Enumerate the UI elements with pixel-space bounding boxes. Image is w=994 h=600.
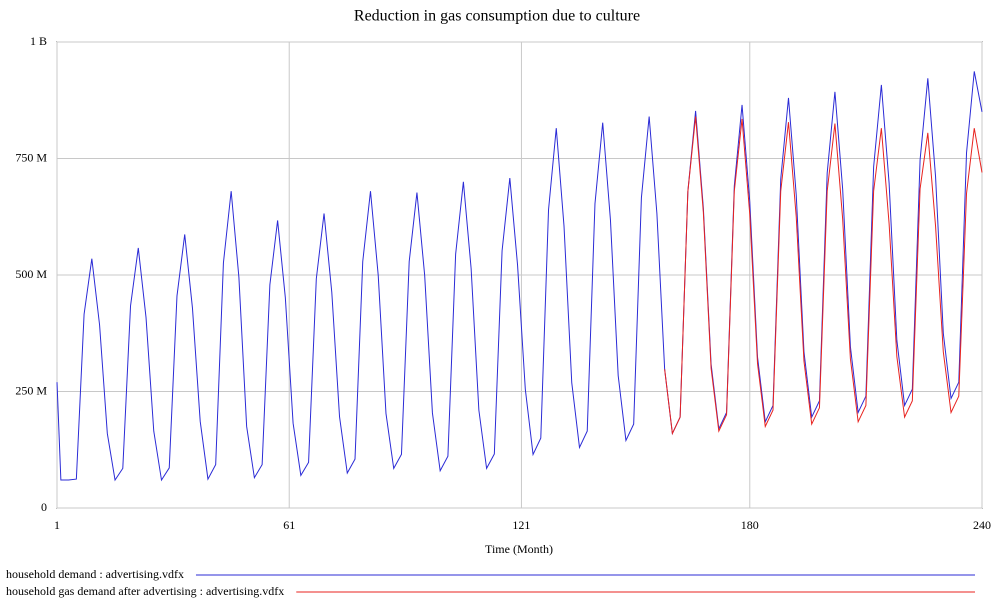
x-tick-label: 1 (54, 518, 60, 532)
x-tick-label: 61 (283, 518, 295, 532)
x-tick-label: 240 (973, 518, 991, 532)
y-tick-label: 250 M (15, 383, 47, 397)
x-tick-label: 121 (512, 518, 530, 532)
chart-title: Reduction in gas consumption due to cult… (354, 8, 640, 25)
y-tick-label: 1 B (30, 34, 47, 48)
y-tick-label: 500 M (15, 267, 47, 281)
x-tick-label: 180 (741, 518, 759, 532)
y-tick-label: 750 M (15, 150, 47, 164)
y-tick-label: 0 (41, 500, 47, 514)
x-axis-label: Time (Month) (485, 542, 553, 556)
data-line (664, 116, 983, 436)
legend-label: household gas demand after advertising :… (6, 584, 284, 598)
legend-label: household demand : advertising.vdfx (6, 567, 184, 581)
data-line (56, 71, 983, 482)
